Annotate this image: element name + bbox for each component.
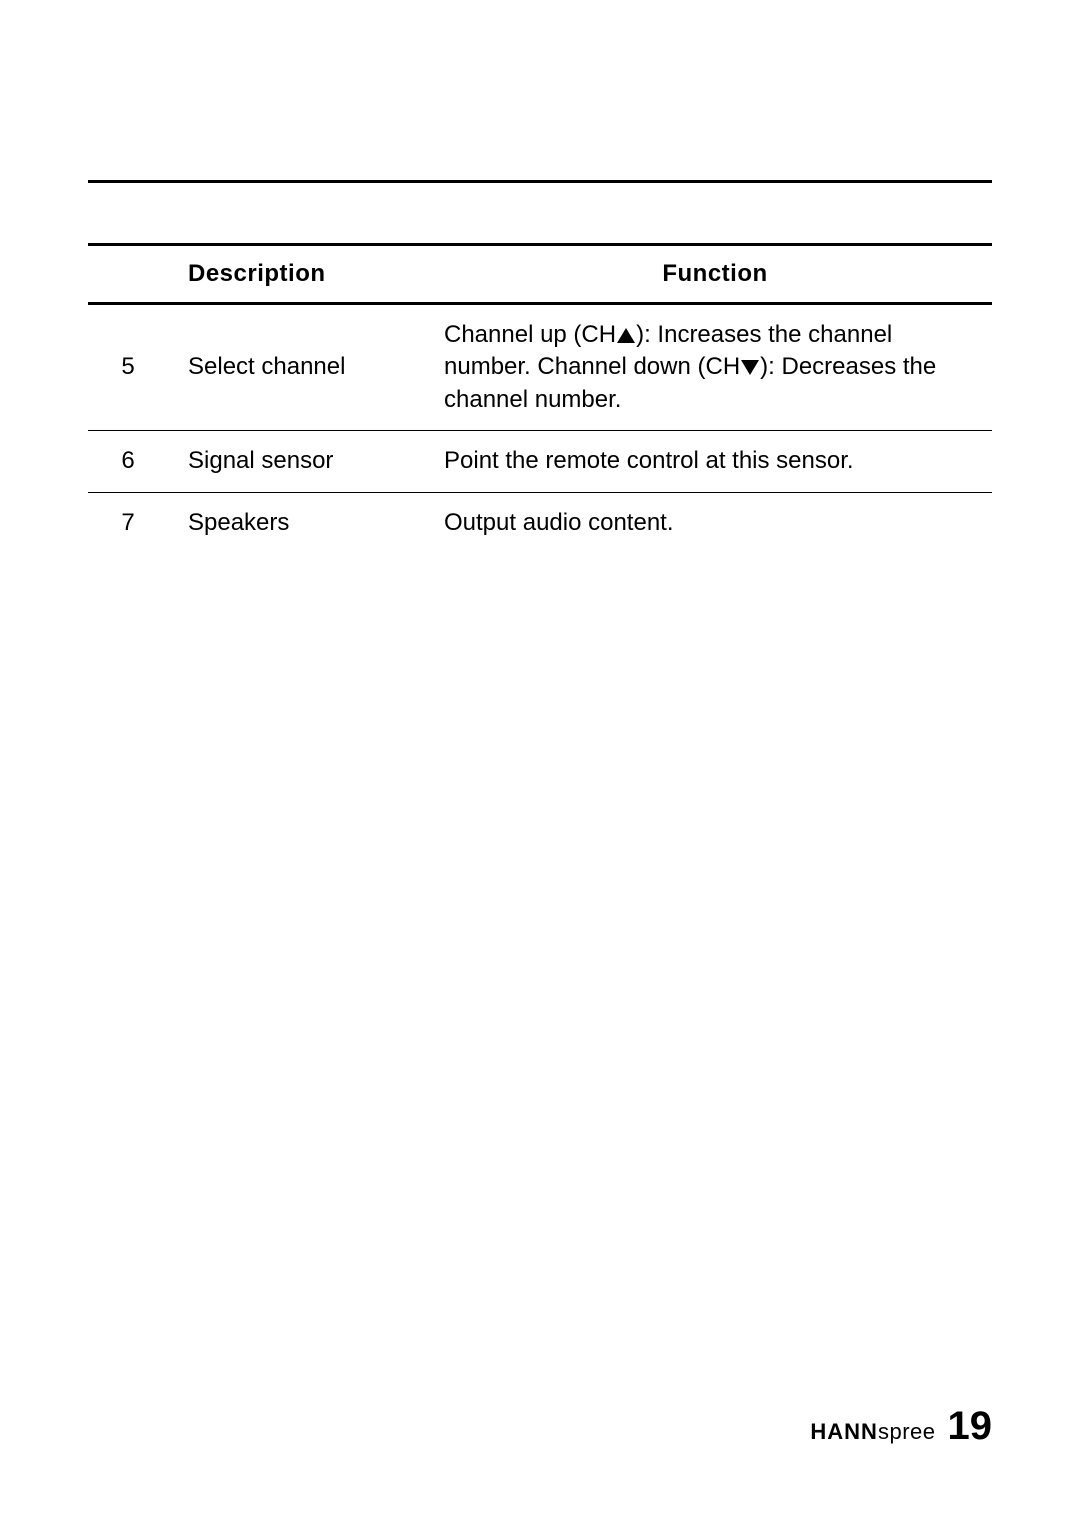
col-header-num <box>88 245 168 304</box>
triangle-down-icon <box>741 360 759 375</box>
brand-rest-part: spree <box>878 1419 936 1444</box>
row-function: Point the remote control at this sensor. <box>438 431 992 492</box>
controls-table: Description Function 5 Select channel Ch… <box>88 243 992 553</box>
row-num: 6 <box>88 431 168 492</box>
triangle-up-icon <box>617 328 635 343</box>
row-function: Output audio content. <box>438 492 992 553</box>
row-num: 5 <box>88 304 168 431</box>
table-row: 6 Signal sensor Point the remote control… <box>88 431 992 492</box>
row-description: Signal sensor <box>168 431 438 492</box>
row-description: Select channel <box>168 304 438 431</box>
col-header-description: Description <box>168 245 438 304</box>
brand-logo: HANNspree <box>810 1419 935 1445</box>
col-header-function: Function <box>438 245 992 304</box>
table-header-row: Description Function <box>88 245 992 304</box>
top-rule <box>88 180 992 183</box>
row-num: 7 <box>88 492 168 553</box>
row-function: Channel up (CH): Increases the channel n… <box>438 304 992 431</box>
table-row: 7 Speakers Output audio content. <box>88 492 992 553</box>
row-description: Speakers <box>168 492 438 553</box>
table-row: 5 Select channel Channel up (CH): Increa… <box>88 304 992 431</box>
page-number: 19 <box>948 1404 993 1449</box>
manual-page: Description Function 5 Select channel Ch… <box>0 0 1080 1529</box>
page-footer: HANNspree 19 <box>810 1404 992 1449</box>
func-text-part: Channel up (CH <box>444 321 616 348</box>
brand-bold-part: HANN <box>810 1419 878 1444</box>
